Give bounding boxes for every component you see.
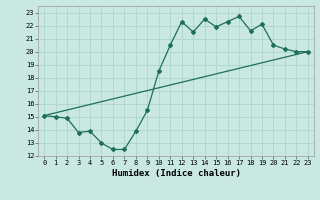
X-axis label: Humidex (Indice chaleur): Humidex (Indice chaleur) (111, 169, 241, 178)
